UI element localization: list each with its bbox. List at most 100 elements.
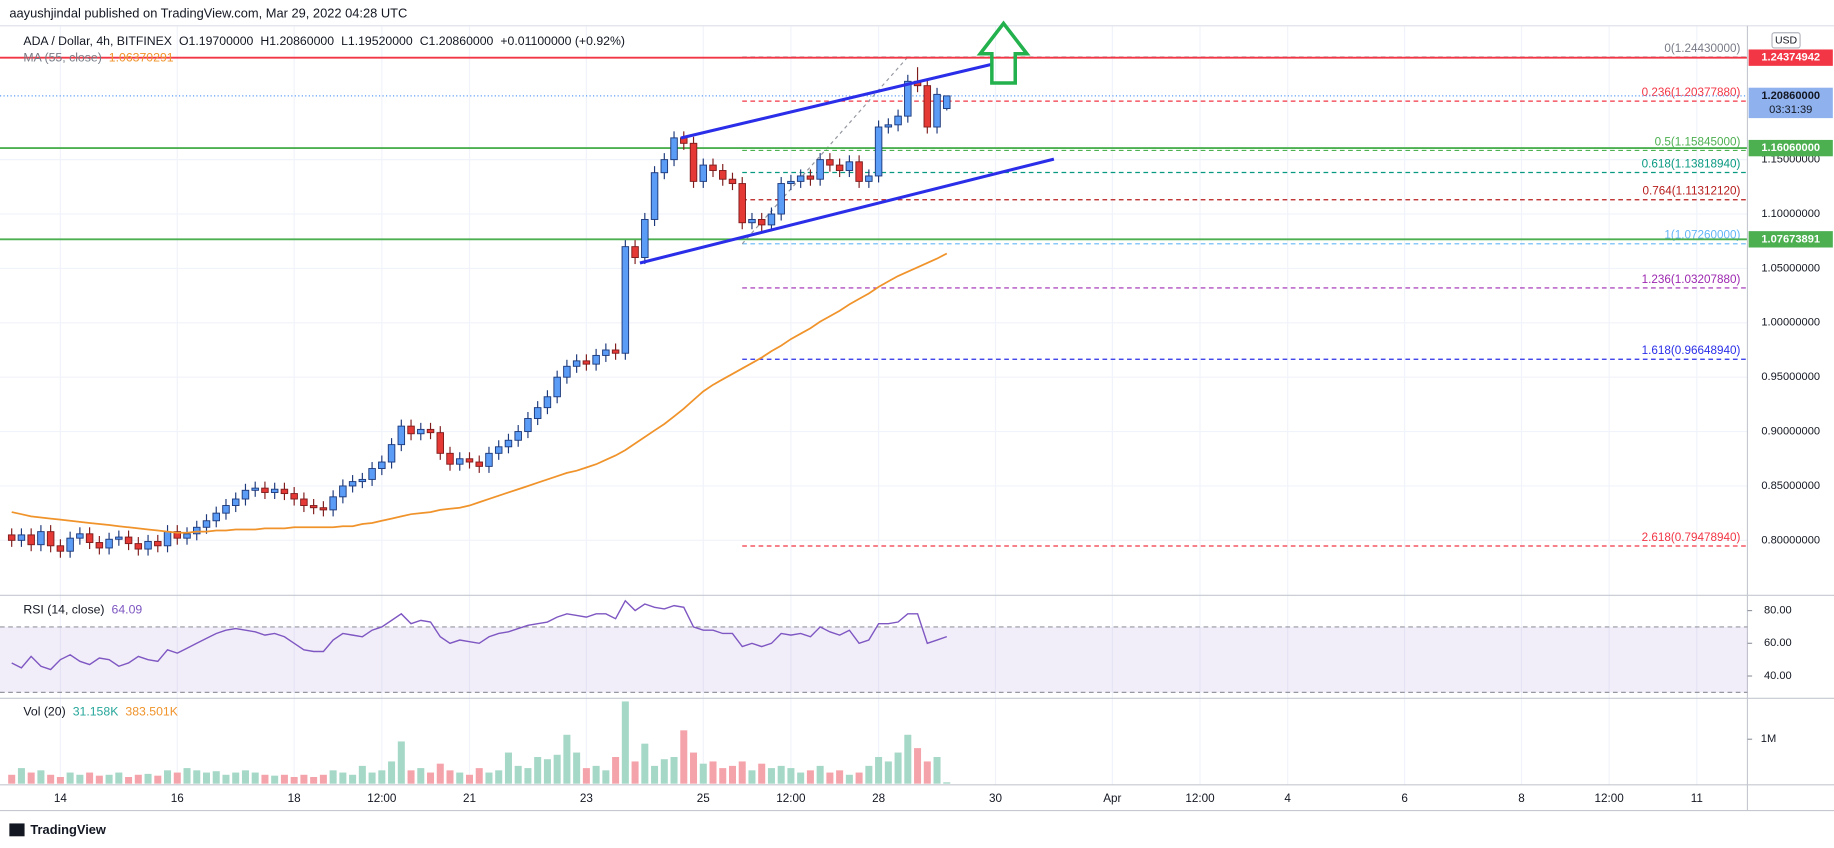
volume-bar bbox=[105, 774, 113, 784]
volume-bar bbox=[680, 730, 688, 784]
candle-body bbox=[358, 478, 367, 483]
x-tick-label: 6 bbox=[1401, 792, 1408, 805]
volume-bar bbox=[602, 770, 610, 784]
volume-bar bbox=[8, 774, 16, 784]
candle-body bbox=[309, 505, 318, 509]
volume-bar bbox=[212, 771, 220, 784]
candle-body bbox=[504, 439, 513, 448]
volume-bar bbox=[86, 772, 94, 784]
volume-bar bbox=[748, 770, 756, 784]
legend-item: 64.09 bbox=[112, 603, 143, 617]
volume-bar bbox=[933, 757, 941, 784]
legend-item: MA (55, close) bbox=[23, 51, 101, 65]
volume-bar bbox=[826, 772, 834, 784]
volume-bar bbox=[582, 768, 590, 784]
fib-label: 0.236(1.20377880) bbox=[1642, 86, 1741, 99]
legend-item: C1.20860000 bbox=[420, 34, 494, 48]
x-tick-label: 30 bbox=[989, 792, 1003, 805]
volume-bar bbox=[368, 772, 376, 784]
candle-body bbox=[222, 505, 230, 514]
x-tick-label: Apr bbox=[1103, 792, 1121, 805]
volume-bar bbox=[280, 774, 288, 784]
volume-bar bbox=[271, 775, 279, 784]
fib-label: 0(1.24430000) bbox=[1664, 42, 1740, 55]
volume-bar bbox=[17, 768, 25, 784]
x-tick-label: 4 bbox=[1284, 792, 1291, 805]
volume-bar bbox=[534, 757, 542, 784]
candle-body bbox=[865, 175, 873, 182]
volume-bar bbox=[767, 768, 775, 784]
candle-body bbox=[115, 536, 123, 540]
candle-body bbox=[261, 487, 269, 493]
brand-logo bbox=[9, 823, 25, 837]
fib-label: 2.618(0.79478940) bbox=[1642, 531, 1741, 544]
candle-body bbox=[738, 183, 746, 224]
fib-label: 1.236(1.03207880) bbox=[1642, 273, 1741, 286]
price-tag bbox=[1748, 49, 1833, 66]
candle-body bbox=[368, 468, 376, 480]
volume-bar bbox=[495, 770, 503, 784]
candle-body bbox=[719, 170, 727, 180]
volume-bar bbox=[485, 772, 493, 784]
candle-body bbox=[339, 485, 347, 498]
candle-body bbox=[796, 175, 805, 182]
price-tag bbox=[1748, 139, 1833, 157]
volume-bar bbox=[699, 763, 707, 784]
volume-bar bbox=[738, 761, 746, 784]
volume-bar bbox=[904, 734, 912, 784]
volume-bar bbox=[115, 772, 123, 784]
volume-bar bbox=[290, 776, 298, 784]
volume-bar bbox=[816, 765, 824, 784]
footer-brand: TradingView bbox=[30, 822, 107, 837]
legend-item: H1.20860000 bbox=[260, 34, 334, 48]
volume-bar bbox=[222, 774, 230, 784]
volume-bar bbox=[193, 770, 201, 784]
volume-bar bbox=[144, 773, 152, 784]
legend: ADA / Dollar, 4h, BITFINEX O1.19700000 H1.… bbox=[23, 34, 625, 48]
candle-body bbox=[465, 458, 474, 463]
countdown: 03:31:39 bbox=[1769, 104, 1812, 116]
volume-bar bbox=[66, 772, 74, 784]
candle-body bbox=[757, 218, 766, 226]
candle-body bbox=[46, 531, 55, 547]
candle-body bbox=[514, 431, 522, 441]
candle-body bbox=[835, 164, 844, 171]
candle-body bbox=[524, 418, 532, 433]
y-tick-label: 1.00000000 bbox=[1761, 317, 1820, 329]
legend-item: +0.01100000 (+0.92%) bbox=[500, 34, 625, 48]
volume-bar bbox=[514, 765, 522, 784]
breakout-arrow bbox=[976, 20, 1031, 85]
x-tick-label: 12:00 bbox=[1185, 792, 1215, 805]
candle-body bbox=[378, 461, 386, 470]
volume-bar bbox=[300, 774, 308, 784]
volume-bar bbox=[446, 770, 454, 784]
trendline bbox=[680, 62, 992, 140]
candle-body bbox=[173, 531, 182, 539]
candle-body bbox=[329, 496, 337, 511]
volume-bar bbox=[310, 776, 318, 784]
volume-bar bbox=[37, 770, 45, 784]
candle-body bbox=[27, 534, 35, 546]
volume-bar bbox=[553, 754, 561, 784]
candle-body bbox=[826, 159, 834, 166]
x-tick-label: 25 bbox=[697, 792, 711, 805]
volume-bar bbox=[125, 776, 133, 784]
candle-body bbox=[134, 543, 143, 550]
volume-bar bbox=[378, 770, 386, 784]
volume-bar bbox=[202, 772, 211, 784]
legend: MA (55, close) 1.06370291 bbox=[23, 51, 173, 65]
candle-body bbox=[533, 407, 542, 419]
candle-body bbox=[241, 489, 250, 500]
volume-bar bbox=[261, 774, 269, 784]
candle-body bbox=[874, 126, 883, 177]
y-tick-label: 40.00 bbox=[1764, 670, 1792, 682]
candle-body bbox=[436, 432, 445, 454]
publisher: aayushjindal published on TradingView.co… bbox=[9, 5, 407, 20]
candle-body bbox=[933, 93, 941, 128]
price-panel: 0(1.24430000) 0.236(1.20377880) 0.5(1.1584… bbox=[0, 42, 1748, 558]
y-tick-label: 1M bbox=[1761, 733, 1776, 745]
volume-bar bbox=[241, 770, 249, 784]
rsi-band bbox=[0, 626, 1748, 693]
candle-body bbox=[806, 175, 815, 180]
volume-bar bbox=[173, 772, 181, 784]
